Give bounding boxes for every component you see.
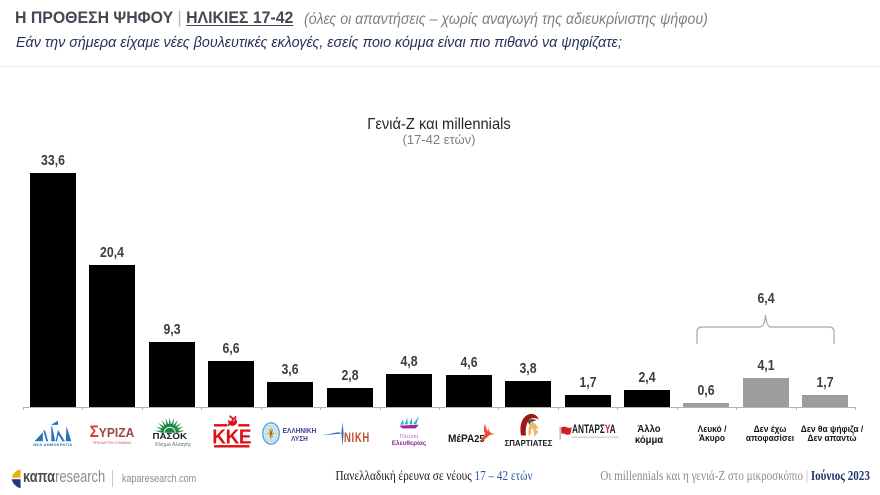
svg-text:ΚΚΕ: ΚΚΕ — [212, 426, 251, 448]
svg-text:ΝΕΑ ΔΗΜΟΚΡΑΤΙΑ: ΝΕΑ ΔΗΜΟΚΡΑΤΙΑ — [33, 442, 72, 447]
